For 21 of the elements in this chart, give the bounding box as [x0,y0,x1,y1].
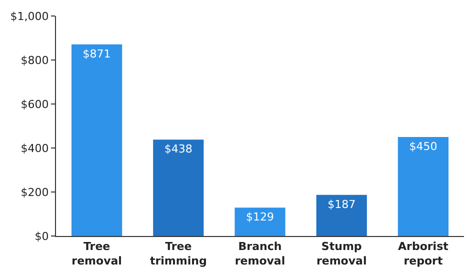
x-tick-label: Arborist report [398,240,448,268]
bar [234,208,286,236]
bar [153,140,204,236]
data-label: $129 [246,210,274,224]
x-tick-label: Branch removal [234,240,286,268]
data-label: $450 [409,140,438,153]
y-tick-label: $0 [34,230,49,243]
x-tick-label: Tree removal [72,240,122,268]
bar [316,194,367,236]
y-tick-label: $800 [20,54,49,67]
bar [398,137,448,236]
data-label: $871 [82,47,111,60]
data-label: $187 [328,198,356,211]
y-tick-label: $1,000 [10,10,49,23]
data-label: $438 [164,142,192,156]
y-tick-label: $400 [20,142,49,155]
x-tick-label: Tree trimming [150,240,207,268]
y-tick-label: $200 [20,186,49,199]
x-tick-label: Stump removal [316,240,367,268]
bar [72,44,122,236]
y-tick-label: $600 [20,98,49,111]
